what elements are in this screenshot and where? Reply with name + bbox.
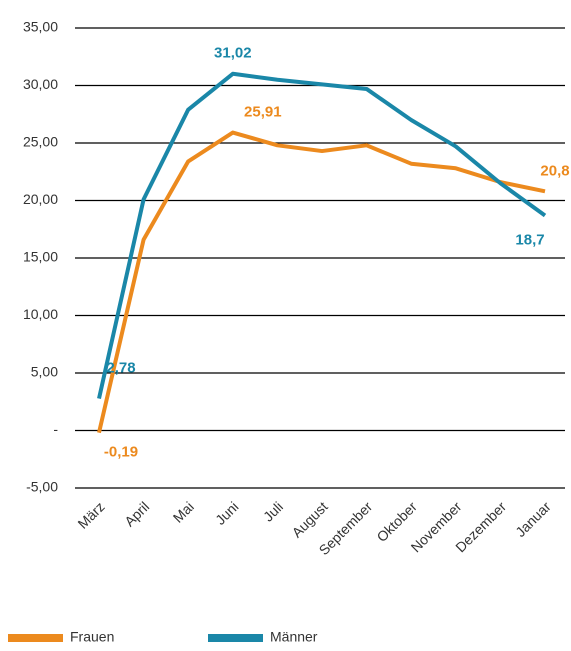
- x-tick-label: Juli: [260, 498, 286, 524]
- y-tick-label: 10,00: [23, 306, 58, 322]
- data-label: 20,8: [540, 162, 569, 179]
- y-tick-label: 35,00: [23, 19, 58, 35]
- data-label: 25,91: [244, 104, 282, 121]
- y-tick-label: 30,00: [23, 76, 58, 92]
- data-label: 31,02: [214, 45, 252, 62]
- series-line: [97, 130, 546, 434]
- x-tick-label: Juni: [212, 498, 241, 527]
- y-tick-label: 15,00: [23, 249, 58, 265]
- data-label: 2,78: [106, 359, 135, 376]
- x-tick-label: März: [74, 498, 107, 531]
- y-tick-label: 5,00: [31, 364, 58, 380]
- x-tick-label: August: [289, 498, 331, 540]
- data-label: -0,19: [104, 444, 138, 461]
- y-tick-label: 25,00: [23, 134, 58, 150]
- y-tick-label: 20,00: [23, 191, 58, 207]
- x-tick-label: Mai: [170, 498, 197, 525]
- legend-label: Männer: [270, 629, 318, 645]
- data-label: 18,7: [515, 231, 544, 248]
- y-tick-label: -: [53, 421, 58, 437]
- x-tick-label: April: [121, 498, 152, 529]
- x-tick-label: Januar: [512, 498, 554, 540]
- series-line: [97, 71, 547, 399]
- legend-swatch: [8, 634, 63, 642]
- legend-swatch: [208, 634, 263, 642]
- y-tick-label: -5,00: [26, 479, 58, 495]
- legend-label: Frauen: [70, 629, 114, 645]
